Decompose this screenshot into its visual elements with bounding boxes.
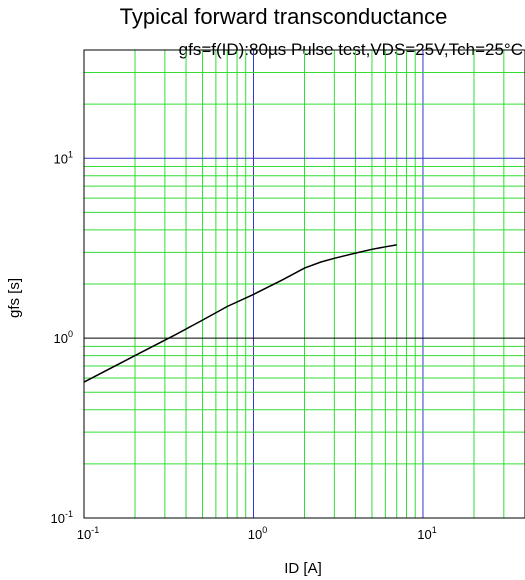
grid xyxy=(84,50,525,518)
y-tick-label: 101 xyxy=(54,149,73,166)
curve-layer xyxy=(83,244,397,383)
x-tick-label: 101 xyxy=(417,525,436,542)
series-line xyxy=(83,244,397,383)
x-axis-label: ID [A] xyxy=(284,560,322,577)
y-tick-label: 100 xyxy=(54,329,73,346)
plot-frame xyxy=(83,49,525,519)
y-tick-label: 10-1 xyxy=(51,509,73,526)
x-tick-label: 100 xyxy=(248,525,267,542)
tick-labels: 10-1 100 101 10-1 100 101 xyxy=(51,149,437,542)
y-axis-label: gfs [s] xyxy=(6,278,23,318)
x-tick-label: 10-1 xyxy=(77,525,99,542)
chart-title: Typical forward transconductance xyxy=(119,4,448,29)
